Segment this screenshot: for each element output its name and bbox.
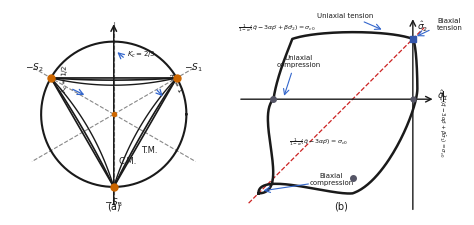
- Text: Biaxial
compression: Biaxial compression: [310, 172, 354, 185]
- Text: $-S_2$: $-S_2$: [25, 61, 44, 74]
- Text: C.M.: C.M.: [118, 156, 137, 165]
- Text: $\frac{1}{1-\alpha}(\bar{q}-3\alpha\bar{p})=\sigma_{c0}$: $\frac{1}{1-\alpha}(\bar{q}-3\alpha\bar{…: [289, 135, 347, 147]
- Text: (b): (b): [334, 201, 348, 211]
- Text: $K_c{=}1$: $K_c{=}1$: [164, 71, 184, 95]
- Text: $\frac{1}{1-\alpha}(\bar{q}-3\alpha\bar{p}+\beta\hat{\sigma}_2)=\sigma_{c0}$: $\frac{1}{1-\alpha}(\bar{q}-3\alpha\bar{…: [238, 22, 316, 34]
- Text: $K_c{=}2/3$: $K_c{=}2/3$: [127, 50, 155, 60]
- Text: Biaxial
tension: Biaxial tension: [437, 18, 463, 31]
- Text: $K_c{=}1/2$: $K_c{=}1/2$: [60, 64, 71, 93]
- Text: $-S_3$: $-S_3$: [104, 196, 123, 208]
- Text: $\frac{1}{1-\alpha}(\bar{q}-3\alpha\bar{p}+\beta\hat{\sigma}_1)=\sigma_{c0}$: $\frac{1}{1-\alpha}(\bar{q}-3\alpha\bar{…: [436, 88, 447, 156]
- Text: (a): (a): [107, 201, 120, 211]
- Text: $\hat{\sigma}_2$: $\hat{\sigma}_2$: [418, 20, 428, 34]
- Text: $-S_1$: $-S_1$: [184, 61, 203, 74]
- Text: Uniaxial
compression: Uniaxial compression: [276, 54, 320, 67]
- Text: $\hat{\sigma}_1$: $\hat{\sigma}_1$: [437, 88, 448, 102]
- Text: Uniaxial tension: Uniaxial tension: [317, 13, 373, 19]
- Text: T.M.: T.M.: [141, 145, 158, 154]
